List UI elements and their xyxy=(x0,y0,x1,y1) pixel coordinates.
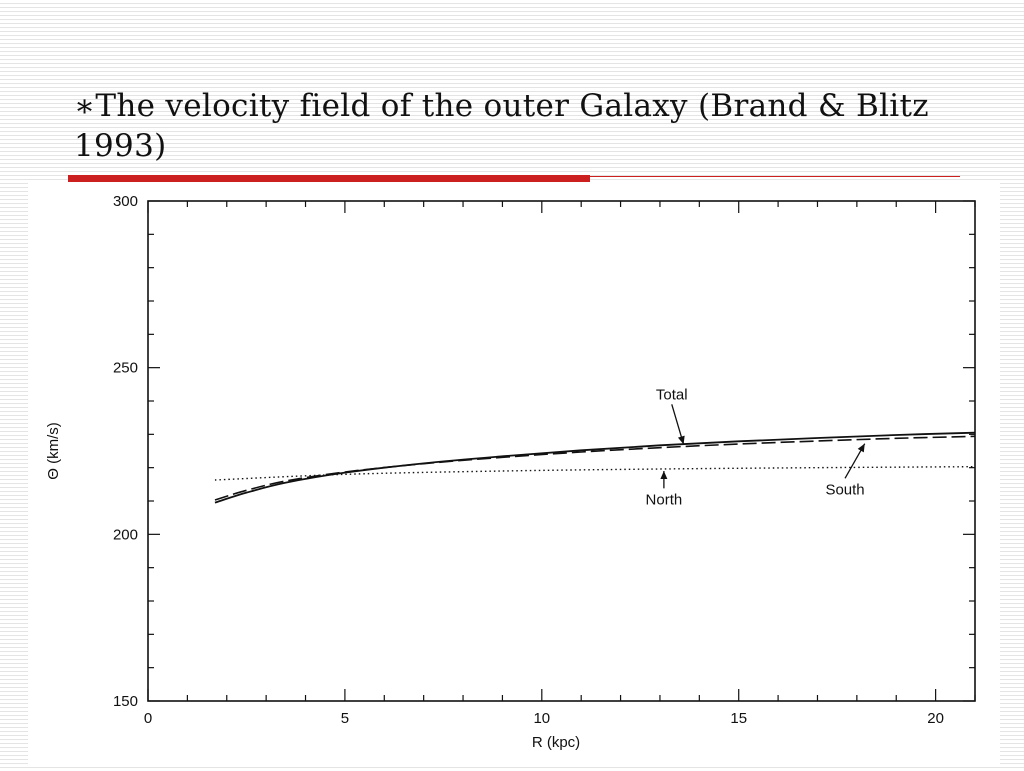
annotation-layer: Total North South xyxy=(646,386,866,508)
y-tick-label: 200 xyxy=(113,526,138,543)
annotation-arrow-head xyxy=(677,435,685,445)
axis-ticks xyxy=(147,200,976,702)
y-axis-label: Θ (km/s) xyxy=(45,422,62,480)
plot-frame xyxy=(147,200,976,702)
annotation-label-south: South xyxy=(825,481,864,498)
series-layer xyxy=(214,431,976,504)
series-line-south xyxy=(214,435,976,501)
y-tick-label: 300 xyxy=(113,193,138,210)
title-rule-thick xyxy=(68,175,590,182)
x-tick-label: 0 xyxy=(144,710,152,727)
y-tick-label: 250 xyxy=(113,360,138,377)
title-rule-thin xyxy=(590,176,960,177)
x-tick-label: 20 xyxy=(927,710,944,727)
axis-tick-labels: 0 5 10 15 20 150 200 250 300 xyxy=(113,193,944,727)
y-tick-label: 150 xyxy=(113,693,138,710)
annotation-label-north: North xyxy=(646,491,683,508)
slide-title: ∗The velocity field of the outer Galaxy … xyxy=(74,88,929,164)
series-line-north xyxy=(214,465,976,481)
x-tick-label: 5 xyxy=(341,710,349,727)
annotation-label-total: Total xyxy=(656,386,688,403)
series-line-total xyxy=(214,431,976,504)
annotation-arrow-head xyxy=(660,471,668,479)
annotation-arrow-head xyxy=(857,443,865,453)
x-tick-label: 15 xyxy=(730,710,747,727)
chart-figure: 0 5 10 15 20 150 200 250 300 Total North South R (… xyxy=(28,182,1000,766)
x-tick-label: 10 xyxy=(533,710,550,727)
x-axis-label: R (kpc) xyxy=(532,734,580,751)
rotation-curve-chart: 0 5 10 15 20 150 200 250 300 Total North South R (… xyxy=(45,193,976,751)
